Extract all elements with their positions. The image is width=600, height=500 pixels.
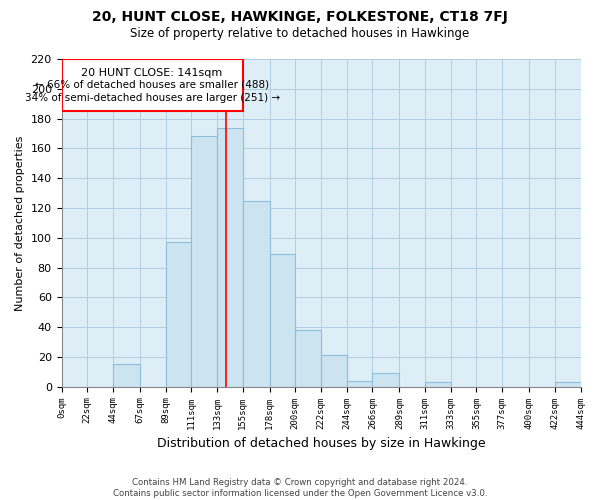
Bar <box>243 200 269 386</box>
Bar <box>347 380 373 386</box>
Text: 34% of semi-detached houses are larger (251) →: 34% of semi-detached houses are larger (… <box>25 94 280 104</box>
Text: ← 66% of detached houses are smaller (488): ← 66% of detached houses are smaller (48… <box>35 80 269 90</box>
Bar <box>191 136 217 386</box>
Bar <box>555 382 581 386</box>
Y-axis label: Number of detached properties: Number of detached properties <box>15 135 25 310</box>
Bar <box>321 356 347 386</box>
Bar <box>269 254 295 386</box>
Text: Size of property relative to detached houses in Hawkinge: Size of property relative to detached ho… <box>130 28 470 40</box>
Bar <box>295 330 321 386</box>
Bar <box>373 374 400 386</box>
Bar <box>217 128 243 386</box>
Bar <box>113 364 140 386</box>
Text: 20 HUNT CLOSE: 141sqm: 20 HUNT CLOSE: 141sqm <box>82 68 223 78</box>
X-axis label: Distribution of detached houses by size in Hawkinge: Distribution of detached houses by size … <box>157 437 485 450</box>
Bar <box>425 382 451 386</box>
Bar <box>62 59 243 111</box>
Bar <box>166 242 191 386</box>
Text: Contains HM Land Registry data © Crown copyright and database right 2024.
Contai: Contains HM Land Registry data © Crown c… <box>113 478 487 498</box>
Text: 20, HUNT CLOSE, HAWKINGE, FOLKESTONE, CT18 7FJ: 20, HUNT CLOSE, HAWKINGE, FOLKESTONE, CT… <box>92 10 508 24</box>
